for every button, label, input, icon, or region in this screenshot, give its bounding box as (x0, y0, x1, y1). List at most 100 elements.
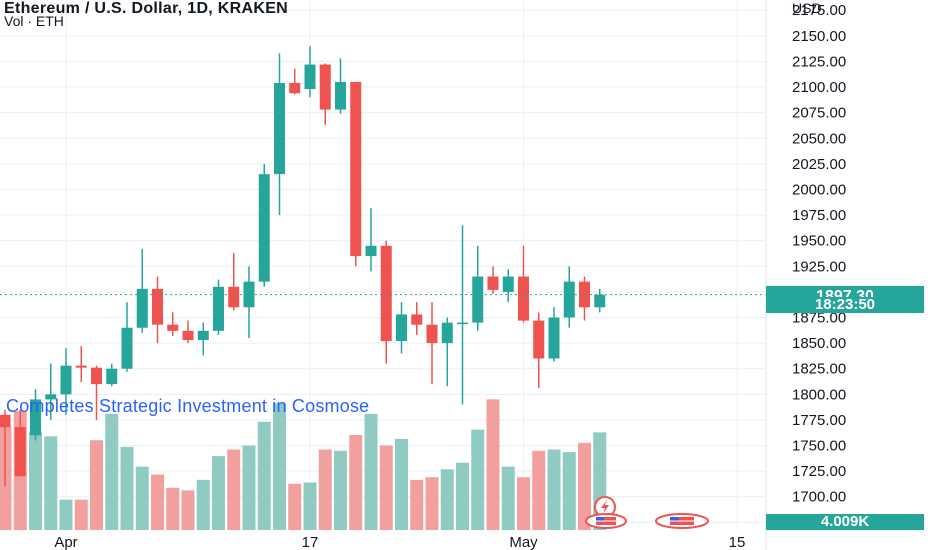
volume-bar (242, 445, 256, 530)
candle-body (91, 367, 102, 385)
y-tick-label: 2150.00 (792, 28, 846, 45)
volume-bar (288, 483, 302, 530)
volume-bar (517, 477, 530, 530)
chart-title: Ethereum / U.S. Dollar, 1D, KRAKEN (4, 0, 289, 17)
us-flag-event-icon[interactable] (655, 513, 709, 529)
candle-body (472, 276, 484, 323)
candle-body (258, 174, 270, 282)
candle-body (335, 81, 346, 110)
candle-body (365, 245, 377, 257)
x-tick-label: Apr (54, 534, 77, 550)
volume-bar (135, 466, 149, 530)
y-tick-label: 2125.00 (792, 53, 846, 70)
y-tick-label: 1925.00 (792, 258, 846, 275)
candle-body (533, 320, 545, 359)
volume-bar (532, 450, 546, 530)
volume-bar (151, 474, 164, 530)
volume-bar (547, 449, 561, 530)
candle-body (75, 365, 87, 368)
x-tick-label: 15 (729, 534, 746, 550)
volume-bar (29, 432, 42, 530)
candle-body (548, 317, 560, 359)
y-tick-label: 1825.00 (792, 361, 846, 378)
y-tick-label: 1775.00 (792, 412, 846, 429)
volume-legend: Vol · ETH (4, 13, 64, 29)
volume-bar (212, 456, 225, 530)
candle-body (304, 64, 316, 90)
price-axis[interactable]: 2175.00 2150.00 2125.00 2100.00 2075.00 2050.… (765, 0, 846, 550)
candle-body (136, 288, 148, 328)
candle-body (411, 314, 423, 325)
candle-body (182, 330, 194, 341)
volume-bar (471, 429, 485, 530)
y-tick-label: 2050.00 (792, 130, 846, 147)
candle-body (396, 314, 407, 342)
volume-bar (395, 438, 408, 530)
y-tick-label: 1700.00 (792, 489, 846, 506)
candle-body (213, 286, 224, 331)
volume-bar (349, 434, 363, 530)
y-tick-label: 2000.00 (792, 181, 846, 198)
y-tick-label: 1850.00 (792, 335, 846, 352)
volume-bar (196, 479, 210, 530)
volume-bar (257, 421, 271, 530)
candle-body (152, 288, 163, 325)
event-markers[interactable] (585, 496, 709, 529)
candle-body (487, 276, 499, 290)
candle-body (60, 365, 72, 395)
candle-body (106, 368, 118, 385)
y-tick-label: 2075.00 (792, 105, 846, 122)
volume-bar (227, 449, 241, 530)
volume-bar (440, 469, 454, 530)
volume-bar (273, 403, 286, 530)
candle-body (197, 330, 209, 341)
candle-body (274, 82, 285, 175)
x-tick-label: 17 (302, 534, 319, 550)
candle-body (45, 394, 57, 400)
volume-bar (562, 452, 576, 530)
volume-bar (410, 479, 424, 530)
candle-body (518, 276, 529, 321)
candle-body (289, 82, 301, 94)
candle-body (380, 245, 392, 342)
y-tick-label: 1950.00 (792, 233, 846, 250)
volume-value-label: 4.009K (766, 514, 924, 530)
candle-body (167, 324, 179, 331)
volume-bar (364, 413, 378, 530)
volume-bar (456, 462, 469, 530)
y-tick-label: 2100.00 (792, 79, 846, 96)
y-tick-label: 1875.00 (792, 310, 846, 327)
candle-body (243, 281, 255, 308)
candle-body (441, 322, 453, 344)
y-tick-label: 2025.00 (792, 156, 846, 173)
y-tick-label: 1725.00 (792, 463, 846, 480)
lightning-event-icon[interactable] (594, 496, 616, 518)
volume-bar (578, 442, 591, 530)
volume-bar (44, 436, 58, 530)
volume-bar (74, 499, 88, 530)
volume-bar (318, 449, 332, 530)
news-headline[interactable]: Completes Strategic Investment in Cosmos… (6, 396, 370, 416)
candle-body (457, 322, 468, 325)
candle-body (228, 286, 240, 308)
volume-bar (334, 450, 347, 530)
candle-body (0, 414, 11, 428)
candle-body (30, 399, 41, 436)
volume-bar (166, 487, 180, 530)
candle-body (563, 281, 575, 318)
time-axis[interactable]: Apr 17 May 15 (54, 534, 745, 550)
candles (0, 46, 606, 487)
x-tick-label: May (509, 534, 538, 550)
us-flag-event-icon[interactable] (585, 513, 627, 529)
volume-bar (181, 490, 195, 530)
volume-bar (303, 482, 317, 530)
candle-body (350, 81, 362, 257)
candle-body (579, 281, 590, 308)
candle-body (502, 276, 514, 292)
y-tick-label: 1750.00 (792, 438, 846, 455)
countdown-label: 18:23:50 (766, 296, 924, 313)
volume-bar (425, 477, 439, 530)
volume-bar (105, 413, 119, 530)
candle-body (14, 427, 26, 477)
